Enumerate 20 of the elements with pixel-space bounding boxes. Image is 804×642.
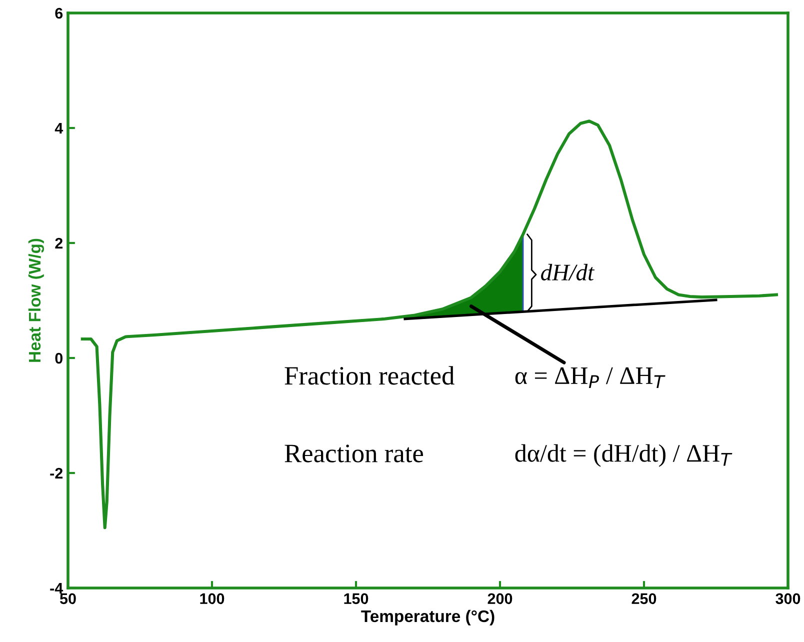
x-axis-title: Temperature (°C) [361,610,494,626]
y-axis-title: Heat Flow (W/g) [28,238,44,362]
y-tick-label: 2 [55,238,63,249]
annotation: dα/dt = (dH/dt) / ΔH$_{T}$ [515,444,732,467]
annotation: Fraction reacted [284,366,454,385]
annotation: Reaction rate [284,444,424,462]
y-tick-label: -4 [50,583,64,594]
y-tick-label: -2 [50,468,63,479]
x-tick-label: 200 [488,593,512,604]
annotation: dH/dt [541,264,595,281]
x-tick-label: 250 [632,593,656,604]
y-tick-label: 0 [55,352,63,364]
x-tick-label: 150 [344,593,368,604]
x-tick-label: 50 [60,593,76,604]
y-tick-label: 6 [55,8,63,19]
x-tick-label: 300 [776,593,800,604]
annotation: α = ΔH$_{P}$ / ΔH$_{T}$ [515,367,666,388]
x-tick-label: 100 [200,593,224,604]
line-series [80,120,778,530]
y-tick-label: 4 [54,123,64,134]
